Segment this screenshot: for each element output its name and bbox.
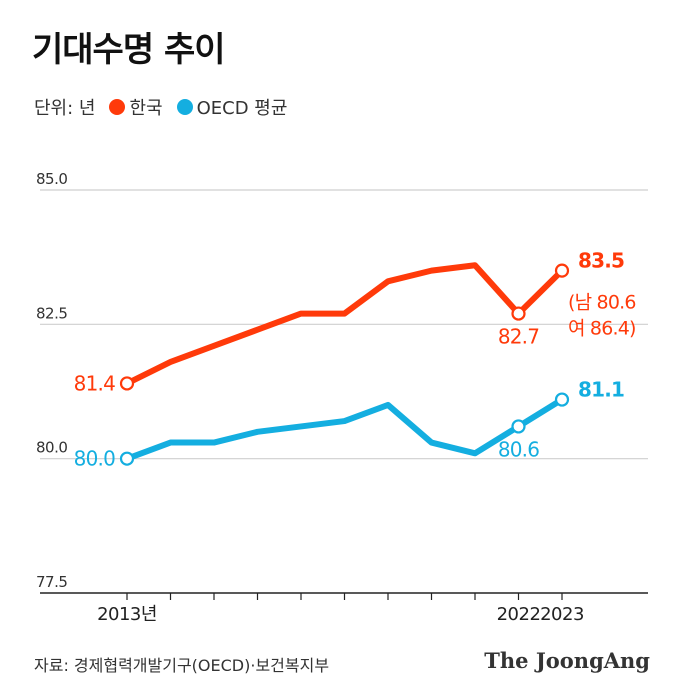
annotation-line-1: 여 86.4): [568, 318, 636, 340]
y-tick-label-2: 82.5: [36, 304, 67, 322]
y-tick-label-3: 85.0: [36, 170, 67, 188]
legend: 단위: 년 한국 OECD 평균: [34, 94, 301, 120]
data-label-0: 81.4: [74, 371, 115, 395]
brand-logo: The JoongAng: [484, 648, 650, 673]
data-point-marker-0: [119, 376, 135, 391]
data-point-marker-1: [511, 306, 526, 321]
series-line-1: [124, 396, 565, 462]
data-point-marker-2: [554, 263, 570, 278]
legend-label-korea: 한국: [129, 98, 163, 119]
legend-dot-korea: [109, 99, 126, 115]
y-tick-label-0: 77.5: [36, 573, 67, 591]
data-point-marker-3: [119, 451, 135, 466]
unit-label: 단위: 년: [34, 98, 96, 119]
x-tick-label-2: 2023: [540, 604, 584, 625]
chart-title: 기대수명 추이: [32, 30, 226, 70]
annotation-line-0: (남 80.6: [568, 292, 636, 314]
x-tick-label-1: 2022: [497, 604, 541, 625]
data-label-2: 83.5: [578, 249, 624, 273]
series-line-0: [124, 262, 565, 387]
legend-item-korea: 한국: [109, 94, 163, 120]
legend-dot-oecd: [176, 99, 193, 115]
legend-item-oecd: OECD 평균: [176, 94, 288, 120]
y-tick-label-1: 80.0: [36, 439, 67, 457]
data-label-3: 80.0: [74, 447, 115, 471]
data-point-marker-4: [511, 419, 526, 434]
x-tick-label-0: 2013년: [97, 604, 157, 625]
data-label-4: 80.6: [498, 437, 539, 461]
data-label-1: 82.7: [498, 325, 539, 349]
data-label-5: 81.1: [578, 378, 624, 402]
legend-label-oecd: OECD 평균: [196, 98, 288, 119]
source-note: 자료: 경제협력개발기구(OECD)·보건복지부: [34, 656, 330, 675]
data-point-marker-5: [554, 392, 570, 407]
